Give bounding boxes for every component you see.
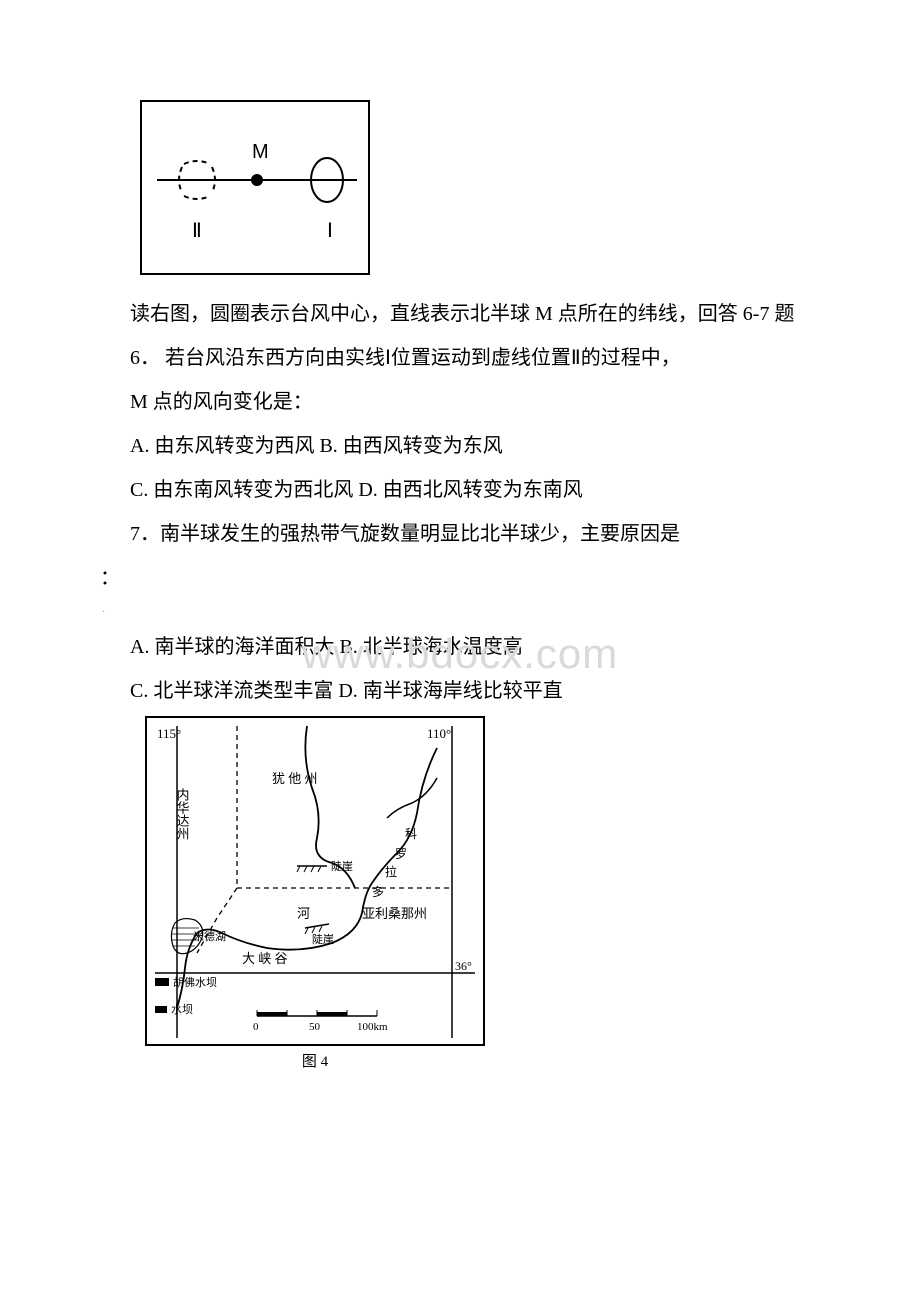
typhoon-diagram-box: M Ⅱ Ⅰ <box>140 100 370 275</box>
svg-text:拉: 拉 <box>385 864 397 879</box>
q6-optAB: A. 由东风转变为西风 B. 由西风转变为东风 <box>90 427 830 465</box>
typhoon-diagram: M Ⅱ Ⅰ <box>140 100 830 275</box>
map-utah: 犹 他 州 <box>272 771 318 786</box>
map-cliff2: 陡崖 <box>312 933 334 946</box>
map-hoover: 胡佛水坝 <box>173 975 217 989</box>
svg-text:罗: 罗 <box>395 847 407 861</box>
map-caption: 图 4 <box>145 1050 485 1071</box>
map-colorado-k: 科 <box>405 827 417 841</box>
q6-line1: 6． 若台风沿东西方向由实线Ⅰ位置运动到虚线位置Ⅱ的过程中， <box>90 339 830 377</box>
lat-label: 36° <box>455 959 472 973</box>
q6-optCD: C. 由东南风转变为西北风 D. 由西北风转变为东南风 <box>90 471 830 509</box>
q7-punct: ： <box>90 559 830 597</box>
map-canyon: 大 峡 谷 <box>242 951 288 966</box>
map-arizona: 亚利桑那州 <box>362 906 427 921</box>
lon-right: 110° <box>427 726 451 741</box>
map-cliff1: 陡崖 <box>331 860 353 873</box>
map-nevada: 内华达州 <box>175 787 190 840</box>
intro-text: 读右图，圆圈表示台风中心，直线表示北半球 M 点所在的纬线，回答 6-7 题 <box>90 295 830 333</box>
q6-line2: M 点的风向变化是： <box>90 383 830 421</box>
cliff-symbol-1 <box>297 866 327 872</box>
scale-bar: 0 50 100km <box>253 1010 388 1033</box>
cliff-symbol-2 <box>305 924 329 934</box>
map-figure: 115° 110° 36° <box>145 716 830 1046</box>
spacer-dot: · <box>90 603 830 622</box>
svg-text:0: 0 <box>253 1021 259 1033</box>
label-II: Ⅱ <box>192 220 202 242</box>
map-lake: 米德湖 <box>193 929 226 943</box>
q7-optCD: C. 北半球洋流类型丰富 D. 南半球海岸线比较平直 <box>90 672 830 710</box>
map-box: 115° 110° 36° <box>145 716 485 1046</box>
label-I: Ⅰ <box>327 220 333 242</box>
map-dam-legend: 水坝 <box>171 1002 193 1016</box>
lon-left: 115° <box>157 726 181 741</box>
svg-text:100km: 100km <box>357 1021 388 1033</box>
svg-text:多: 多 <box>372 885 384 899</box>
svg-text:50: 50 <box>309 1021 321 1033</box>
map-river: 河 <box>297 906 310 921</box>
q7-line1: 7．南半球发生的强热带气旋数量明显比北半球少，主要原因是 <box>90 515 830 553</box>
q7-optAB: A. 南半球的海洋面积大 B. 北半球海水温度高 <box>90 628 830 666</box>
intro-span: 读右图，圆圈表示台风中心，直线表示北半球 M 点所在的纬线，回答 6-7 题 <box>130 303 794 325</box>
label-M: M <box>252 141 269 163</box>
